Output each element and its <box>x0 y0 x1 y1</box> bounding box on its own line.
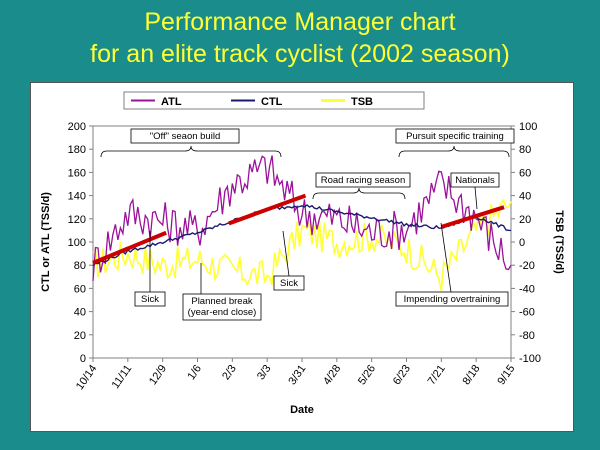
series-line-ctl <box>92 204 512 267</box>
legend-label-ctl: CTL <box>261 96 283 108</box>
legend-box <box>123 91 425 110</box>
trend-line-2 <box>228 193 307 226</box>
legend-label-tsb: TSB <box>351 96 373 108</box>
y-left-tick-label: 40 <box>74 307 86 319</box>
y-right-tick-label: 40 <box>519 191 531 203</box>
trend-line-1 <box>92 230 167 265</box>
trend-line-3 <box>440 205 505 229</box>
x-tick-label: 9/15 <box>495 363 517 387</box>
annotation-overtraining-text: Impending overtraining <box>404 294 501 305</box>
annotation-pursuit-box <box>395 128 515 144</box>
annotation-off-season-text: "Off" seaon build <box>150 131 220 142</box>
brace-road-racing <box>312 187 406 200</box>
annotation-planned-break-box <box>182 293 262 321</box>
y-right-tick-label: 20 <box>519 214 531 226</box>
annotation-off-season-box <box>130 128 240 144</box>
annotation-overtraining-box <box>395 291 509 307</box>
x-tick-label: 3/31 <box>286 363 308 387</box>
annotation-planned-break-text: Planned break <box>191 296 253 307</box>
y-left-axis-title: CTL or ATL (TSS/d) <box>40 192 52 292</box>
slide-title-line2: for an elite track cyclist (2002 season) <box>90 40 510 68</box>
x-tick-label: 11/11 <box>110 363 135 391</box>
brace-off-season <box>100 145 282 158</box>
y-left-tick-label: 200 <box>68 121 86 133</box>
y-left-tick-label: 100 <box>68 237 86 249</box>
annotation-planned-break-text: (year-end close) <box>188 307 257 318</box>
x-tick-label: 4/28 <box>321 363 343 387</box>
x-tick-label: 2/3 <box>220 363 239 382</box>
y-left-tick-label: 140 <box>68 191 86 203</box>
y-left-tick-label: 80 <box>74 260 86 272</box>
y-left-tick-label: 120 <box>68 214 86 226</box>
y-left-tick-label: 0 <box>80 353 86 365</box>
x-axis-title: Date <box>290 404 314 416</box>
y-right-tick-label: -60 <box>519 307 535 319</box>
series-line-atl <box>92 155 512 281</box>
x-tick-label: 6/23 <box>391 363 413 387</box>
pointer-nationals <box>474 186 478 210</box>
x-tick-label: 3/3 <box>255 363 274 382</box>
x-tick-label: 10/14 <box>74 363 100 392</box>
y-right-tick-label: 80 <box>519 144 531 156</box>
pointer-overtraining <box>440 222 452 293</box>
brace-pursuit <box>398 145 510 158</box>
x-tick-label: 5/26 <box>356 363 378 387</box>
y-right-axis-title: TSB (TSS/d) <box>553 210 565 274</box>
annotation-sick-2-text: Sick <box>280 278 298 289</box>
x-tick-label: 12/9 <box>147 363 169 387</box>
x-tick-label: 1/6 <box>185 363 204 382</box>
x-tick-label: 8/18 <box>461 363 483 387</box>
legend-label-atl: ATL <box>161 96 182 108</box>
plot-area <box>92 125 512 359</box>
pointer-sick-2 <box>282 230 290 277</box>
annotation-sick-1-text: Sick <box>141 294 159 305</box>
y-right-tick-label: 60 <box>519 167 531 179</box>
slide-title-line1: Performance Manager chart <box>144 8 456 36</box>
y-right-tick-label: -20 <box>519 260 535 272</box>
x-tick-label: 7/21 <box>426 363 448 387</box>
y-right-tick-label: 0 <box>519 237 525 249</box>
y-right-tick-label: -100 <box>519 353 541 365</box>
y-right-tick-label: -40 <box>519 283 535 295</box>
y-right-tick-label: -80 <box>519 330 535 342</box>
chart-frame: ATL CTL TSB 0 20 40 60 80 100 120 140 160 180 200 -100… <box>30 82 574 432</box>
y-left-tick-label: 160 <box>68 167 86 179</box>
performance-chart: ATL CTL TSB020406080100120140160180200-100… <box>40 91 565 416</box>
y-right-tick-label: 100 <box>519 121 537 133</box>
y-left-tick-label: 180 <box>68 144 86 156</box>
series-line-tsb <box>92 198 512 291</box>
annotation-nationals-text: Nationals <box>455 175 495 186</box>
annotation-pursuit-text: Pursuit specific training <box>406 131 504 142</box>
y-left-tick-label: 20 <box>74 330 86 342</box>
annotation-road-racing-box <box>315 172 411 188</box>
y-left-tick-label: 60 <box>74 283 86 295</box>
annotation-road-racing-text: Road racing season <box>321 175 406 186</box>
